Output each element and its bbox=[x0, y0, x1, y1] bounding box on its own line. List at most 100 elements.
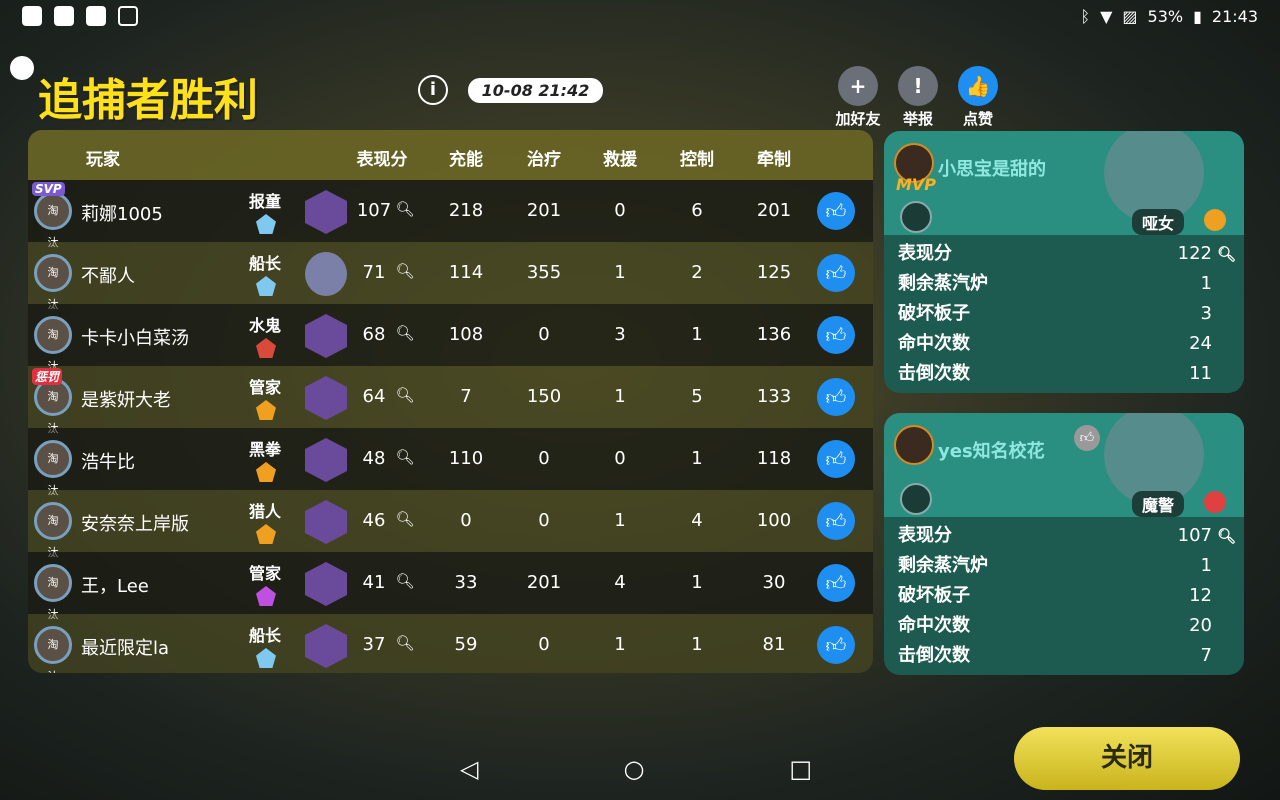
info-icon[interactable]: i bbox=[418, 75, 448, 105]
avatar[interactable]: 淘汰 bbox=[34, 440, 72, 497]
charge: 108 bbox=[448, 324, 484, 345]
search-icon[interactable]: 🔍︎ bbox=[395, 634, 415, 652]
like-button[interactable]: 👍︎ bbox=[817, 502, 855, 540]
player-name: 是紫妍大老 bbox=[81, 390, 171, 411]
col-contain: 牵制 bbox=[757, 150, 791, 170]
like-button[interactable]: 👍︎ bbox=[817, 626, 855, 664]
score: 37 bbox=[362, 634, 386, 655]
bluetooth-icon: ᛒ bbox=[1080, 6, 1091, 26]
search-icon[interactable]: 🔍︎ bbox=[395, 200, 415, 218]
character-portrait[interactable] bbox=[305, 190, 347, 234]
score: 48 bbox=[362, 448, 386, 469]
player-name: 莉娜1005 bbox=[81, 204, 163, 225]
charge: 59 bbox=[454, 634, 478, 655]
character-portrait[interactable] bbox=[305, 314, 347, 358]
score: 71 bbox=[362, 262, 386, 283]
stat-value: 7 bbox=[1200, 645, 1212, 666]
contain: 118 bbox=[756, 448, 792, 469]
status-label: 淘汰 bbox=[47, 638, 59, 673]
character-art bbox=[1104, 131, 1204, 223]
rescue: 1 bbox=[614, 262, 626, 283]
rank-icon bbox=[256, 586, 276, 606]
mvp-badge: MVP bbox=[896, 175, 937, 194]
avatar[interactable] bbox=[894, 425, 934, 465]
notification-icon bbox=[22, 6, 42, 26]
search-icon[interactable]: 🔍︎ bbox=[395, 448, 415, 466]
like-button[interactable]: 👍︎ bbox=[817, 440, 855, 478]
avatar[interactable]: 淘汰 bbox=[34, 564, 72, 621]
close-button[interactable]: 关闭 bbox=[1014, 727, 1240, 790]
stat-label: 表现分 bbox=[898, 243, 952, 264]
avatar[interactable]: 淘汰 bbox=[34, 626, 72, 673]
table-row: 淘汰 惩罚 是紫妍大老 管家 64 🔍︎ 7 150 1 5 133 👍︎ bbox=[28, 366, 873, 435]
search-icon[interactable]: 🔍︎ bbox=[1216, 527, 1236, 545]
like-button[interactable]: 👍︎ bbox=[817, 254, 855, 292]
search-icon[interactable]: 🔍︎ bbox=[395, 572, 415, 590]
stat-label: 击倒次数 bbox=[898, 363, 970, 384]
stat-row: 破坏板子 12 bbox=[884, 581, 1244, 611]
avatar[interactable]: 淘汰 bbox=[34, 316, 72, 373]
character-portrait[interactable] bbox=[305, 500, 347, 544]
avatar[interactable]: 淘汰 bbox=[34, 502, 72, 559]
table-row: 淘汰 不鄙人 船长 71 🔍︎ 114 355 1 2 125 👍︎ bbox=[28, 242, 873, 311]
stat-row: 命中次数 20 bbox=[884, 611, 1244, 641]
charge: 0 bbox=[460, 510, 472, 531]
rank-icon bbox=[1204, 491, 1226, 513]
thumbs-up-icon: 👍︎ bbox=[825, 509, 847, 533]
notification-icon bbox=[86, 6, 106, 26]
like-button[interactable]: 👍︎ bbox=[817, 192, 855, 230]
stat-value: 1 bbox=[1200, 555, 1212, 576]
player-name: 安奈奈上岸版 bbox=[81, 514, 189, 535]
search-icon[interactable]: 🔍︎ bbox=[1216, 245, 1236, 263]
stat-label: 击倒次数 bbox=[898, 645, 970, 666]
col-heal: 治疗 bbox=[527, 150, 561, 170]
character-portrait[interactable] bbox=[305, 438, 347, 482]
like-button[interactable]: 👍︎ bbox=[817, 378, 855, 416]
page-title: 追捕者胜利 bbox=[38, 75, 258, 126]
score: 64 bbox=[362, 386, 386, 407]
rescue: 3 bbox=[614, 324, 626, 345]
avatar[interactable]: 淘汰 bbox=[34, 192, 72, 249]
avatar[interactable]: 淘汰 bbox=[34, 254, 72, 311]
emblem-icon bbox=[900, 483, 932, 515]
control: 5 bbox=[691, 386, 703, 407]
back-icon[interactable]: ◁ bbox=[460, 755, 479, 783]
home-icon[interactable]: ○ bbox=[623, 755, 645, 783]
thumbs-up-button[interactable]: 👍 点赞 bbox=[953, 66, 1003, 129]
rank-icon bbox=[256, 214, 276, 234]
character-role: 报童 bbox=[248, 192, 282, 211]
score: 46 bbox=[362, 510, 386, 531]
floating-dot[interactable] bbox=[10, 56, 34, 80]
report-icon: ! bbox=[898, 66, 938, 106]
nav-bar: ◁ ○ □ bbox=[460, 755, 812, 783]
search-icon[interactable]: 🔍︎ bbox=[395, 262, 415, 280]
character-portrait[interactable] bbox=[305, 562, 347, 606]
character-role: 管家 bbox=[248, 378, 282, 397]
add-friend-button[interactable]: + 加好友 bbox=[833, 66, 883, 129]
wifi-icon: ▼ bbox=[1100, 6, 1113, 26]
contain: 125 bbox=[756, 262, 792, 283]
search-icon[interactable]: 🔍︎ bbox=[395, 386, 415, 404]
character-portrait[interactable] bbox=[305, 252, 347, 296]
like-button[interactable]: 👍︎ bbox=[817, 316, 855, 354]
character-portrait[interactable] bbox=[305, 624, 347, 668]
col-charge: 充能 bbox=[449, 150, 483, 170]
rank-icon bbox=[256, 648, 276, 668]
rescue: 0 bbox=[614, 200, 626, 221]
recents-icon[interactable]: □ bbox=[789, 755, 813, 783]
avatar[interactable] bbox=[894, 143, 934, 183]
rank-icon bbox=[256, 338, 276, 358]
character-role: 黑拳 bbox=[248, 440, 282, 459]
stat-row: 击倒次数 7 bbox=[884, 641, 1244, 671]
table-row: 淘汰 浩牛比 黑拳 48 🔍︎ 110 0 0 1 118 👍︎ bbox=[28, 428, 873, 497]
score: 107 bbox=[356, 200, 392, 221]
image-icon bbox=[118, 6, 138, 26]
character-role: 管家 bbox=[248, 564, 282, 583]
search-icon[interactable]: 🔍︎ bbox=[395, 510, 415, 528]
rescue: 1 bbox=[614, 634, 626, 655]
report-button[interactable]: ! 举报 bbox=[893, 66, 943, 129]
character-portrait[interactable] bbox=[305, 376, 347, 420]
like-button[interactable]: 👍︎ bbox=[817, 564, 855, 602]
thumbs-up-icon[interactable]: 👍︎ bbox=[1074, 425, 1100, 451]
search-icon[interactable]: 🔍︎ bbox=[395, 324, 415, 342]
